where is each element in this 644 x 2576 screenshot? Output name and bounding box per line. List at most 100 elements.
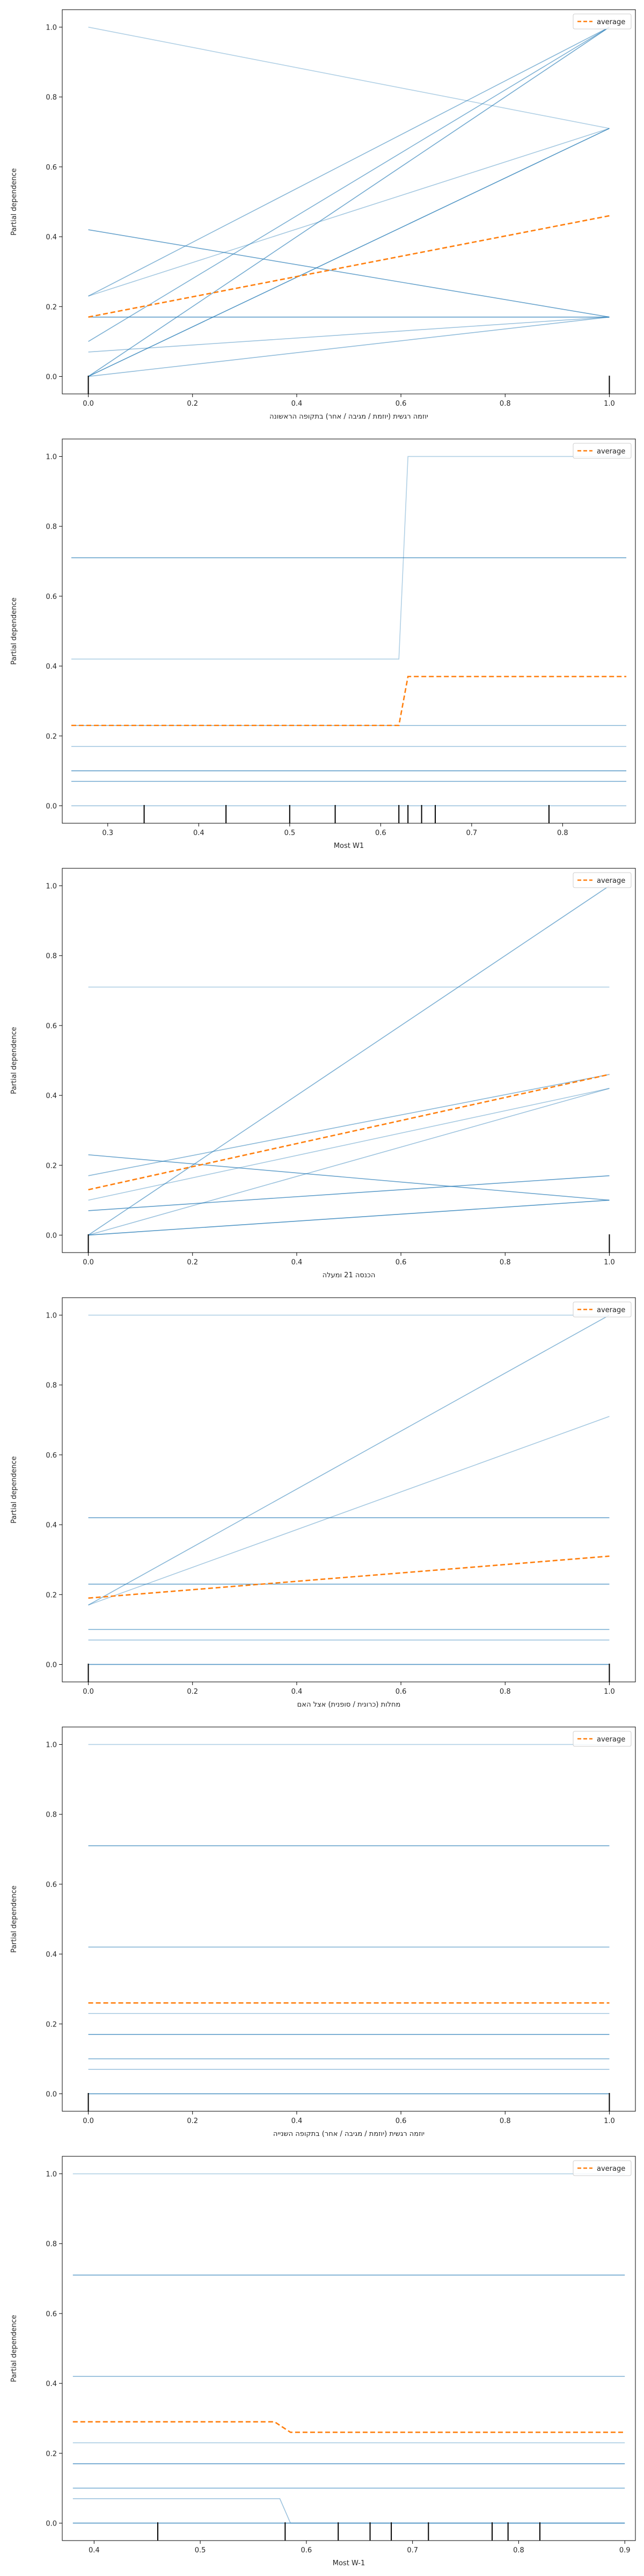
y-axis-label: Partial dependence	[10, 168, 18, 235]
x-axis-label: מחלות (כרונית / סופנית) אצל האם	[297, 1701, 401, 1709]
x-tick-label: 0.4	[291, 1258, 303, 1267]
x-tick-label: 0.9	[619, 2546, 631, 2555]
x-tick-label: 0.0	[83, 400, 94, 408]
x-tick-label: 0.8	[513, 2546, 524, 2555]
y-tick-label: 0.6	[46, 593, 57, 601]
ice-chart-2: 0.3 0.4 0.5 0.6 0.7 0.8 0.0 0.2 0.4 0.6 0.8 1.0 Most…	[10, 438, 636, 850]
y-axis: 0.0 0.2 0.4 0.6 0.8 1.0	[46, 1312, 62, 1669]
rug-marks	[87, 1664, 610, 1682]
rug-marks	[143, 805, 550, 823]
legend-label: average	[597, 448, 625, 456]
legend-label: average	[597, 2165, 625, 2173]
plot-area	[62, 1298, 635, 1682]
x-tick-label: 0.4	[89, 2546, 100, 2555]
average-line	[88, 1073, 610, 1191]
x-tick-label: 0.7	[466, 829, 478, 837]
rug-marks	[157, 2522, 540, 2541]
plot-frame	[62, 868, 636, 1253]
x-axis-label: הכנסה 21 ומעלה	[323, 1271, 376, 1279]
x-tick-label: 0.5	[284, 829, 295, 837]
y-tick-label: 1.0	[46, 1741, 57, 1750]
x-tick-label: 0.2	[187, 400, 198, 408]
x-tick-label: 0.0	[83, 1258, 94, 1267]
legend-box	[573, 1301, 632, 1318]
x-tick-label: 0.8	[500, 400, 511, 408]
x-axis-label: יוזמה רגשית (יוזמת / מגיבה / אחר) בתקופה…	[269, 413, 428, 421]
ice-chart-4: 0.0 0.2 0.4 0.6 0.8 1.0 0.0 0.2 0.4 0.6 0.8 1.0 מחלו…	[10, 1297, 636, 1709]
x-tick-label: 0.8	[557, 829, 568, 837]
ice-line	[88, 1074, 610, 1176]
y-tick-label: 0.8	[46, 1382, 57, 1390]
legend-box	[573, 1731, 632, 1747]
legend-box	[573, 443, 632, 459]
x-tick-label: 0.2	[187, 2117, 198, 2125]
x-tick-label: 0.2	[187, 1688, 198, 1696]
x-tick-label: 0.6	[396, 1688, 407, 1696]
x-tick-label: 0.4	[193, 829, 204, 837]
ice-line	[88, 1088, 610, 1201]
y-tick-label: 0.0	[46, 2090, 57, 2098]
ice-line	[88, 26, 610, 129]
x-axis: 0.0 0.2 0.4 0.6 0.8 1.0	[83, 394, 615, 408]
y-axis-label: Partial dependence	[10, 1456, 18, 1523]
y-tick-label: 0.6	[46, 1881, 57, 1889]
ice-chart-1: 0.0 0.2 0.4 0.6 0.8 1.0 0.0 0.2 0.4 0.6 0.8 1.0 יוזמ…	[10, 9, 636, 421]
legend-label: average	[597, 18, 625, 26]
y-axis: 0.0 0.2 0.4 0.6 0.8 1.0	[46, 24, 62, 381]
legend: average	[573, 443, 632, 459]
y-axis-label: Partial dependence	[10, 1885, 18, 1952]
y-tick-label: 0.2	[46, 1591, 57, 1599]
y-tick-label: 0.4	[46, 1092, 57, 1100]
ice-chart-5: 0.0 0.2 0.4 0.6 0.8 1.0 0.0 0.2 0.4 0.6 0.8 1.0 יוזמ…	[10, 1726, 636, 2138]
y-tick-label: 0.0	[46, 1232, 57, 1240]
ice-lines	[88, 1744, 610, 2095]
legend: average	[573, 1731, 632, 1747]
y-tick-label: 1.0	[46, 24, 57, 32]
x-tick-label: 0.6	[396, 400, 407, 408]
ice-line	[88, 1199, 610, 1236]
x-axis: 0.4 0.5 0.6 0.7 0.8 0.9	[89, 2541, 631, 2555]
y-tick-label: 0.0	[46, 802, 57, 810]
y-tick-label: 0.8	[46, 523, 57, 531]
legend-box	[573, 13, 632, 30]
ice-line	[88, 1175, 610, 1211]
legend: average	[573, 872, 632, 888]
x-tick-label: 0.4	[291, 2117, 303, 2125]
y-tick-label: 1.0	[46, 1312, 57, 1320]
ice-line	[88, 26, 610, 342]
x-tick-label: 0.7	[407, 2546, 418, 2555]
y-tick-label: 0.8	[46, 2241, 57, 2249]
x-tick-label: 0.2	[187, 1258, 198, 1267]
y-tick-label: 0.8	[46, 1811, 57, 1819]
x-tick-label: 1.0	[604, 400, 615, 408]
ice-chart-6: 0.4 0.5 0.6 0.7 0.8 0.9 0.0 0.2 0.4 0.6 0.8 1.0 Most…	[10, 2156, 636, 2567]
legend: average	[573, 13, 632, 30]
y-tick-label: 0.4	[46, 1951, 57, 1959]
plot-frame	[62, 1297, 636, 1682]
rug-marks	[87, 1234, 610, 1253]
ice-line	[88, 26, 610, 377]
legend-box	[573, 2160, 632, 2176]
x-tick-label: 0.3	[102, 829, 113, 837]
x-tick-label: 1.0	[604, 1258, 615, 1267]
plot-area	[62, 439, 635, 823]
ice-line	[88, 1416, 610, 1606]
x-tick-label: 0.6	[375, 829, 386, 837]
y-tick-label: 1.0	[46, 453, 57, 462]
y-tick-label: 0.0	[46, 373, 57, 381]
y-tick-label: 0.8	[46, 953, 57, 961]
ice-chart-3: 0.0 0.2 0.4 0.6 0.8 1.0 0.0 0.2 0.4 0.6 0.8 1.0 הכנס…	[10, 868, 636, 1279]
y-tick-label: 0.8	[46, 94, 57, 102]
average-line	[72, 2421, 625, 2433]
y-axis: 0.0 0.2 0.4 0.6 0.8 1.0	[46, 1741, 62, 2098]
ice-line	[88, 128, 610, 377]
y-axis-label: Partial dependence	[10, 2315, 18, 2382]
x-tick-label: 0.0	[83, 1688, 94, 1696]
x-axis-label: Most W-1	[333, 2559, 365, 2567]
x-tick-label: 0.8	[500, 1688, 511, 1696]
x-tick-label: 0.6	[301, 2546, 312, 2555]
ice-line	[88, 317, 610, 377]
y-axis-label: Partial dependence	[10, 1027, 18, 1094]
average-line	[88, 215, 610, 318]
